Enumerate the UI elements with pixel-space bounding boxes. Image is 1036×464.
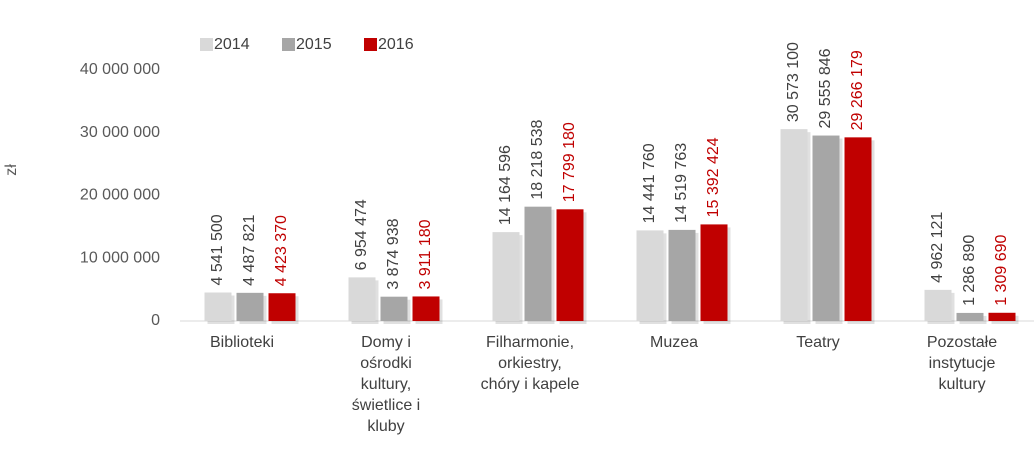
data-label: 18 218 538 [529,119,546,199]
bar [988,312,1016,321]
bar [412,296,440,321]
legend-swatch [282,38,295,51]
y-axis-label: zł [3,164,20,176]
bar [668,229,696,321]
bar [812,135,840,321]
data-label: 6 954 474 [353,199,370,270]
bar [700,224,728,321]
x-tick-label: Biblioteki [209,334,275,351]
y-tick-label: 30 000 000 [80,124,160,141]
bar [556,209,584,321]
data-label: 4 423 370 [273,215,290,286]
bar [348,277,376,321]
legend-swatch [364,38,377,51]
x-tick-label: Muzea [649,334,699,351]
legend-swatch [200,38,213,51]
legend-label: 2014 [214,36,250,53]
bar [236,292,264,321]
bar [924,289,952,321]
bar [380,296,408,321]
x-tick-label: Teatry [796,334,840,351]
x-tick-label: Pozostałe instytucje kultury [926,334,998,393]
bar [492,232,520,321]
legend-label: 2016 [378,36,414,53]
data-label: 3 911 180 [417,219,434,289]
data-label: 14 164 596 [497,145,514,225]
data-label: 14 441 760 [641,143,658,223]
data-label: 1 286 890 [961,235,978,306]
x-tick-label: Filharmonie, orkiestry, chóry i kapele [480,334,580,393]
data-label: 1 309 690 [993,235,1010,306]
data-label: 14 519 763 [673,143,690,223]
data-label: 4 541 500 [209,214,226,285]
x-tick-label: Domy i ośrodki kultury, świetlice i klub… [351,334,421,435]
bar [780,129,808,321]
data-label: 17 799 180 [561,122,578,202]
bar [268,293,296,321]
bar [636,230,664,321]
data-label: 4 487 821 [241,215,258,286]
data-label: 29 555 846 [817,48,834,128]
y-tick-label: 40 000 000 [80,61,160,78]
y-tick-label: 10 000 000 [80,249,160,266]
y-tick-label: 20 000 000 [80,187,160,204]
y-tick-label: 0 [151,312,160,329]
bar [844,137,872,321]
legend-label: 2015 [296,36,332,53]
data-label: 30 573 100 [785,42,802,122]
data-label: 4 962 121 [929,212,946,283]
data-label: 3 874 938 [385,218,402,289]
bar [204,292,232,321]
data-label: 29 266 179 [849,50,866,130]
data-label: 15 392 424 [705,137,722,217]
bar [524,206,552,321]
bar [956,312,984,321]
